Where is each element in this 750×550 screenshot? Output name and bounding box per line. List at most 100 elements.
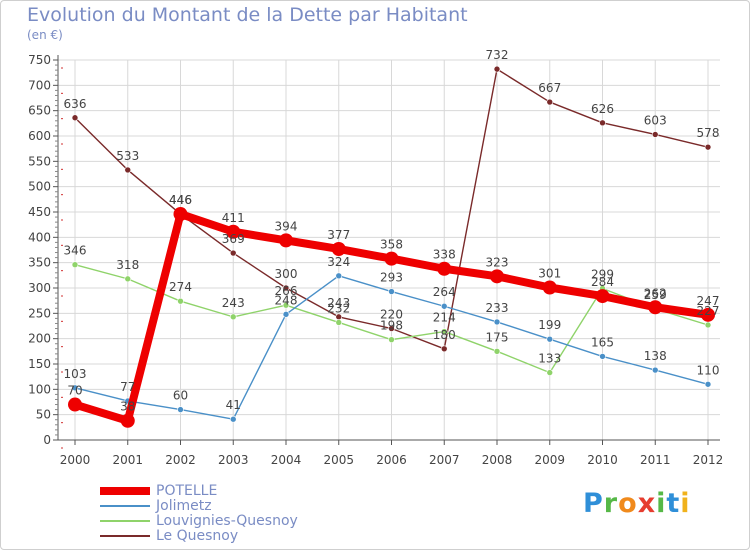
data-point <box>490 269 504 284</box>
data-point <box>226 224 241 239</box>
data-point <box>440 345 448 353</box>
data-label: 243 <box>327 296 350 310</box>
data-label: 732 <box>486 48 509 62</box>
data-label: 227 <box>697 304 720 318</box>
data-label: 446 <box>169 193 192 207</box>
data-label: 603 <box>644 113 667 127</box>
data-point <box>177 297 184 305</box>
x-tick-label: 2007 <box>429 453 460 467</box>
data-label: 198 <box>380 319 403 333</box>
legend-item: Jolimetz <box>100 499 298 514</box>
y-tick-label: 300 <box>28 281 51 295</box>
data-label: 377 <box>327 228 350 242</box>
y-tick-label: 650 <box>28 104 51 118</box>
data-label: 165 <box>591 335 614 349</box>
logo-letter: i <box>680 488 691 519</box>
data-label: 346 <box>64 244 87 258</box>
data-point <box>546 335 554 343</box>
data-label: 232 <box>327 301 350 315</box>
y-tick-label: 700 <box>28 78 51 92</box>
x-tick-label: 2011 <box>640 453 671 467</box>
data-point <box>440 328 448 335</box>
data-point <box>599 119 606 127</box>
y-tick-label: 200 <box>28 332 51 346</box>
y-tick-label: 350 <box>28 256 51 270</box>
legend-swatch <box>100 535 150 537</box>
data-label: 301 <box>538 266 561 280</box>
data-label: 284 <box>591 275 614 289</box>
x-tick-label: 2004 <box>271 453 302 467</box>
data-label: 667 <box>538 81 561 95</box>
x-tick-label: 2003 <box>218 453 249 467</box>
data-point <box>388 325 395 332</box>
data-point <box>651 131 659 138</box>
data-point <box>493 65 501 73</box>
y-tick-label: 750 <box>28 53 51 67</box>
data-label: 318 <box>116 258 139 272</box>
data-point <box>542 280 557 295</box>
x-tick-label: 2012 <box>693 453 724 467</box>
logo-letter: P <box>583 488 604 519</box>
data-point <box>546 98 554 106</box>
x-tick-label: 2010 <box>587 453 618 467</box>
y-tick-label: 100 <box>28 382 51 396</box>
chart-title: Evolution du Montant de la Dette par Hab… <box>27 4 468 26</box>
data-label: 243 <box>222 296 245 310</box>
proxiti-logo: Proxiti <box>583 488 691 519</box>
x-tick-label: 2001 <box>112 453 143 467</box>
data-label: 358 <box>380 238 403 252</box>
data-point <box>71 114 79 122</box>
data-point <box>282 311 290 318</box>
data-label: 214 <box>433 311 456 325</box>
data-point <box>120 413 135 428</box>
logo-letter: t <box>666 488 681 519</box>
data-label: 60 <box>173 389 188 403</box>
data-label: 77 <box>120 380 135 394</box>
data-point <box>229 415 237 423</box>
logo-letter: o <box>618 488 638 519</box>
data-label: 411 <box>222 211 245 225</box>
data-label: 138 <box>644 349 667 363</box>
y-tick-label: 400 <box>28 230 51 244</box>
data-label: 70 <box>67 384 82 398</box>
data-point <box>282 301 290 309</box>
data-point <box>331 241 346 256</box>
data-label: 175 <box>486 330 509 344</box>
data-label: 446 <box>169 193 192 207</box>
data-label: 369 <box>222 232 245 246</box>
data-point <box>124 166 132 174</box>
data-point <box>229 249 237 257</box>
data-point <box>437 261 452 276</box>
data-label: 180 <box>433 328 456 342</box>
data-point <box>595 289 610 304</box>
logo-letter: r <box>603 488 619 519</box>
logo-letter: x <box>637 488 657 519</box>
y-tick-label: 550 <box>28 154 51 168</box>
legend-label: POTELLE <box>156 483 218 499</box>
data-label: 533 <box>116 149 139 163</box>
data-point <box>71 261 79 268</box>
data-label: 338 <box>433 248 456 262</box>
logo-letter: i <box>656 488 667 519</box>
data-point <box>701 307 715 322</box>
data-label: 636 <box>64 97 87 111</box>
data-label: 274 <box>169 280 192 294</box>
chart-legend: POTELLE Jolimetz Louvignies-Quesnoy Le Ques… <box>100 484 298 544</box>
data-point <box>546 369 554 376</box>
data-label: 323 <box>486 255 509 269</box>
y-tick-label: 150 <box>28 357 51 371</box>
data-label: 626 <box>591 102 614 116</box>
y-tick-label: 450 <box>28 205 51 219</box>
data-label: 133 <box>538 352 561 366</box>
data-label: 324 <box>327 255 350 269</box>
data-label: 38 <box>120 400 135 414</box>
y-tick-label: 0 <box>43 433 51 447</box>
x-tick-label: 2008 <box>482 453 513 467</box>
y-tick-label: 250 <box>28 306 51 320</box>
legend-label: Louvignies-Quesnoy <box>156 513 298 529</box>
data-point <box>440 302 448 310</box>
data-point <box>173 207 188 222</box>
data-point <box>335 272 343 280</box>
